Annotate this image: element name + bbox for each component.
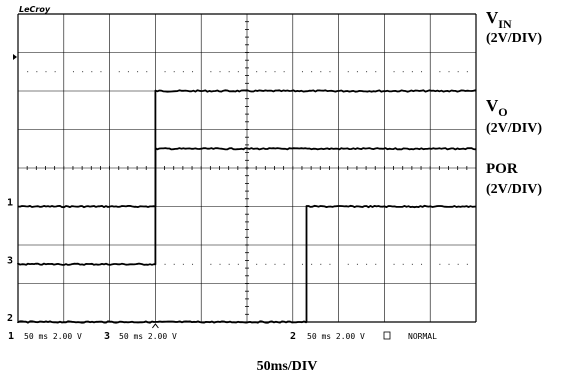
legend-vo-scale: (2V/DIV) — [486, 121, 542, 136]
channel-marker-1: 1 — [7, 198, 13, 209]
legend-por: POR (2V/DIV) — [486, 161, 542, 197]
legend-vin-sub: IN — [498, 17, 512, 31]
trigger-box-icon — [383, 331, 391, 340]
channel-marker-3: 3 — [7, 255, 13, 266]
channel-markers: 1 3 2 — [7, 54, 159, 329]
trigger-position-icon — [152, 323, 159, 329]
legend-vin: VIN (2V/DIV) — [486, 8, 542, 46]
legend-por-main: POR — [486, 161, 518, 177]
waveform-traces — [17, 89, 477, 324]
legend-vo-sub: O — [498, 105, 507, 119]
svg-text:VO: VO — [486, 96, 508, 119]
legend-por-scale: (2V/DIV) — [486, 182, 542, 197]
trace-vo — [17, 147, 477, 266]
brand-logo: LeCroy — [19, 5, 51, 14]
status-ch2-text: 50 ms 2.00 V — [307, 332, 365, 341]
trace-vin — [17, 89, 477, 209]
x-scale-label: 50ms/DIV — [257, 359, 318, 374]
status-ch1-text: 50 ms 2.00 V — [24, 332, 82, 341]
legend-vo: VO (2V/DIV) — [486, 96, 542, 136]
trigger-level-icon — [13, 54, 17, 60]
channel-marker-2: 2 — [7, 313, 13, 324]
status-ch3-num: 3 — [104, 331, 110, 342]
legend-vin-main: V — [486, 8, 499, 27]
trace-por — [17, 204, 477, 324]
graticule — [17, 13, 477, 323]
status-ch3-text: 50 ms 2.00 V — [119, 332, 177, 341]
status-bar: 1 50 ms 2.00 V 3 50 ms 2.00 V 2 50 ms 2.… — [8, 331, 437, 342]
status-ch2-num: 2 — [290, 331, 296, 342]
legend-vo-main: V — [486, 96, 499, 115]
svg-text:VIN: VIN — [486, 8, 512, 31]
status-mode: NORMAL — [408, 332, 437, 341]
status-ch1-num: 1 — [8, 331, 14, 342]
legend-vin-scale: (2V/DIV) — [486, 31, 542, 46]
